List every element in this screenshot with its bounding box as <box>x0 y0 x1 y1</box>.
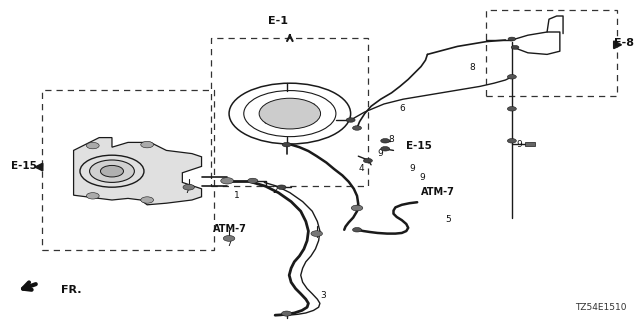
Text: ATM-7: ATM-7 <box>213 224 247 234</box>
Circle shape <box>353 228 362 232</box>
Text: 8: 8 <box>469 63 475 72</box>
Circle shape <box>511 45 519 49</box>
Text: 5: 5 <box>445 215 451 224</box>
Circle shape <box>353 126 362 130</box>
Bar <box>525 142 535 146</box>
Circle shape <box>86 193 99 199</box>
Circle shape <box>508 139 516 143</box>
Circle shape <box>282 142 291 147</box>
Bar <box>42 90 214 250</box>
Text: 9: 9 <box>419 173 425 182</box>
Bar <box>486 10 618 96</box>
Circle shape <box>248 178 258 183</box>
Text: 9: 9 <box>516 140 522 149</box>
Text: 4: 4 <box>358 164 364 172</box>
Circle shape <box>141 141 154 148</box>
Circle shape <box>508 75 516 79</box>
Circle shape <box>282 311 292 316</box>
Text: E-15: E-15 <box>12 161 37 172</box>
Text: 7: 7 <box>184 186 189 195</box>
Circle shape <box>346 118 355 122</box>
Text: TZ54E1510: TZ54E1510 <box>575 303 627 312</box>
Text: 9: 9 <box>410 164 415 172</box>
Circle shape <box>100 165 124 177</box>
Circle shape <box>381 139 390 143</box>
Circle shape <box>381 147 390 151</box>
Bar <box>211 38 368 186</box>
Text: ATM-7: ATM-7 <box>421 187 455 197</box>
Text: E-1: E-1 <box>268 16 289 26</box>
Circle shape <box>508 37 516 41</box>
Text: FR.: FR. <box>61 284 81 295</box>
Text: 8: 8 <box>388 135 394 144</box>
Circle shape <box>351 205 363 211</box>
Circle shape <box>141 197 154 203</box>
Circle shape <box>364 158 372 163</box>
Text: 2: 2 <box>272 186 278 195</box>
Text: 9: 9 <box>378 149 383 158</box>
Polygon shape <box>74 138 202 205</box>
Text: E-15: E-15 <box>406 140 432 151</box>
Circle shape <box>223 236 235 241</box>
Text: 3: 3 <box>320 292 326 300</box>
Circle shape <box>90 160 134 182</box>
Text: 6: 6 <box>399 104 404 113</box>
Text: 7: 7 <box>314 231 319 240</box>
Circle shape <box>183 184 195 190</box>
Text: 1: 1 <box>234 191 239 200</box>
Circle shape <box>86 142 99 149</box>
Circle shape <box>508 107 516 111</box>
Text: 7: 7 <box>354 205 360 214</box>
Circle shape <box>311 231 323 236</box>
Circle shape <box>277 185 286 189</box>
Text: 7: 7 <box>226 239 232 248</box>
Text: E-8: E-8 <box>614 38 634 48</box>
Circle shape <box>221 178 234 184</box>
Circle shape <box>259 98 321 129</box>
